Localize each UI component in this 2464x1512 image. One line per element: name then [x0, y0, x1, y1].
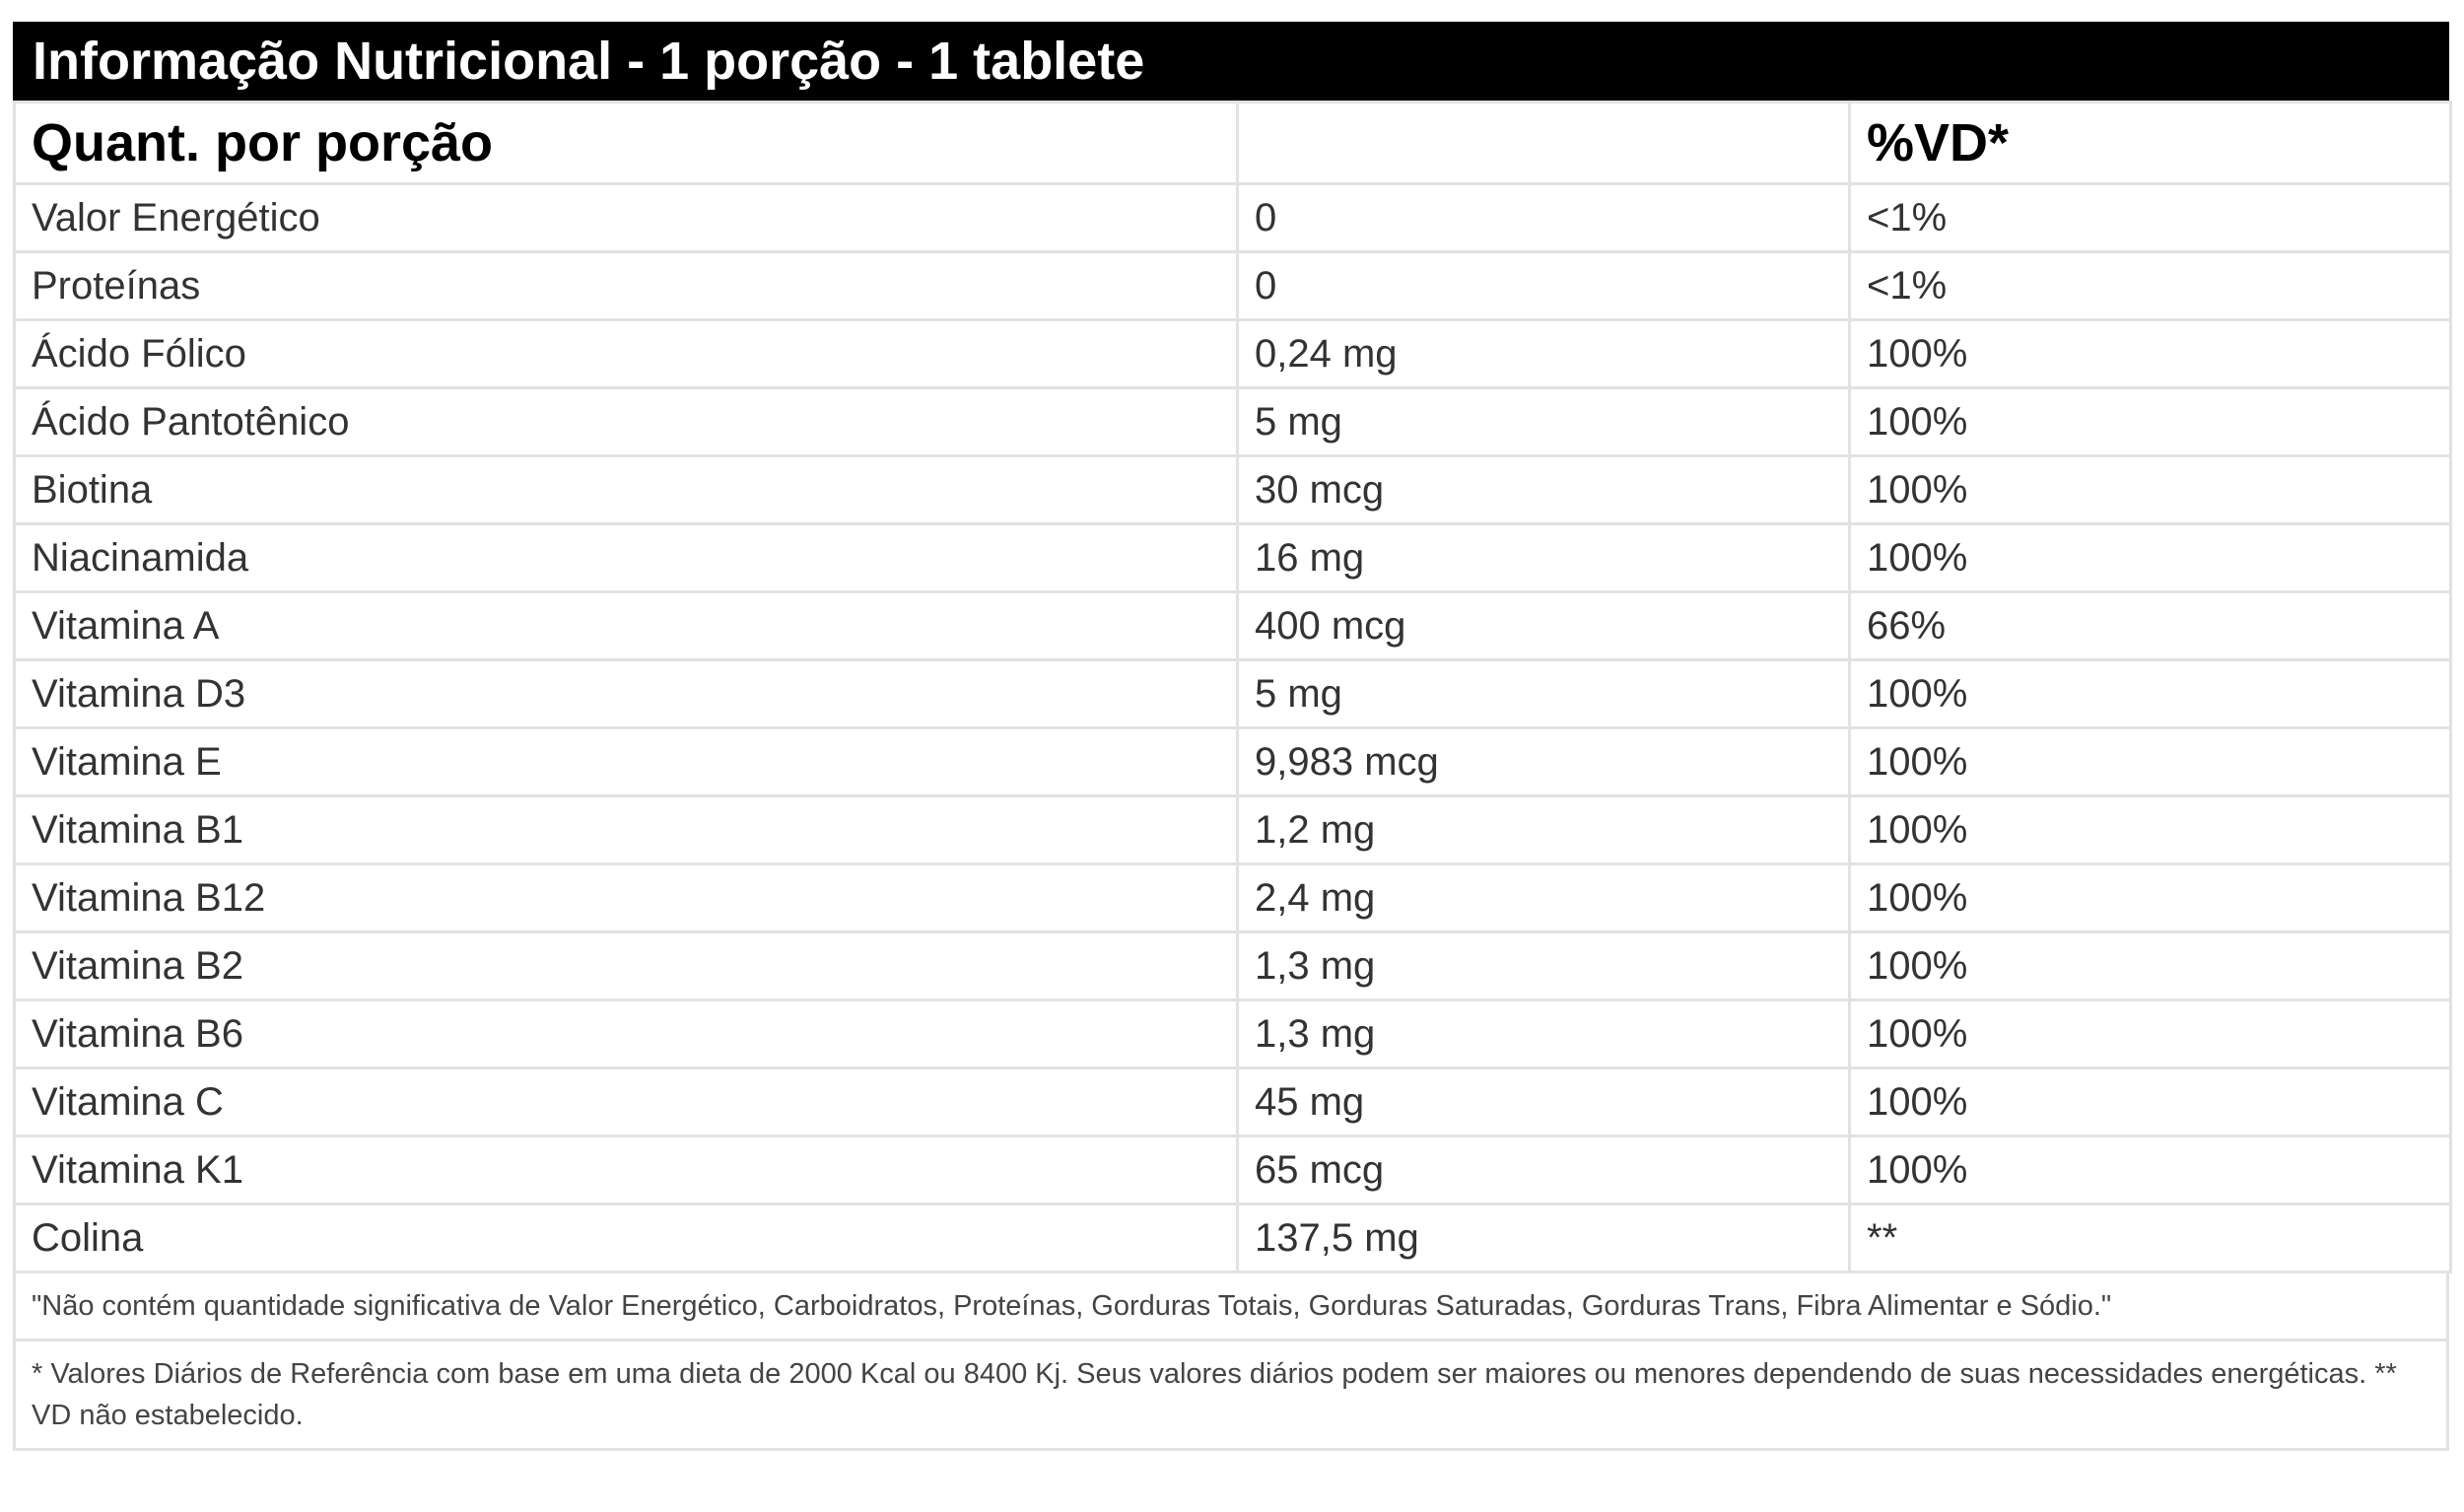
cell: 137,5 mg [1236, 1203, 1851, 1273]
row: Vitamina B12 2,4 mg 100% [13, 862, 2452, 933]
cell: 100% [1848, 522, 2452, 593]
footnote: * Valores Diários de Referência com base… [13, 1341, 2449, 1451]
cell: Vitamina B6 [13, 998, 1239, 1069]
table-title: Informação Nutricional - 1 porção - 1 ta… [13, 22, 2449, 101]
cell: Colina [13, 1203, 1239, 1273]
row: Biotina 30 mcg 100% [13, 454, 2452, 525]
cell: 45 mg [1236, 1066, 1851, 1137]
cell: 100% [1848, 1134, 2452, 1205]
cell: Biotina [13, 454, 1239, 525]
cell: 1,3 mg [1236, 998, 1851, 1069]
cell: Vitamina B2 [13, 930, 1239, 1001]
row: Ácido Pantotênico 5 mg 100% [13, 386, 2452, 457]
cell: 1,2 mg [1236, 794, 1851, 865]
row: Ácido Fólico 0,24 mg 100% [13, 318, 2452, 389]
cell: Ácido Fólico [13, 318, 1239, 389]
cell: 100% [1848, 454, 2452, 525]
cell: 1,3 mg [1236, 930, 1851, 1001]
cell: Vitamina A [13, 590, 1239, 661]
cell: 5 mg [1236, 658, 1851, 729]
cell: 100% [1848, 794, 2452, 865]
row: Proteínas 0 <1% [13, 250, 2452, 321]
cell: 65 mcg [1236, 1134, 1851, 1205]
row: Valor Energético 0 <1% [13, 182, 2452, 253]
cell: <1% [1848, 182, 2452, 253]
header-cell: Quant. por porção [13, 101, 1239, 185]
cell: <1% [1848, 250, 2452, 321]
header-cell [1236, 101, 1851, 185]
cell: 100% [1848, 930, 2452, 1001]
nutrition-table: Informação Nutricional - 1 porção - 1 ta… [13, 22, 2452, 1451]
row: Vitamina B6 1,3 mg 100% [13, 998, 2452, 1069]
cell: Vitamina B1 [13, 794, 1239, 865]
cell: 400 mcg [1236, 590, 1851, 661]
cell: 5 mg [1236, 386, 1851, 457]
cell: 2,4 mg [1236, 862, 1851, 933]
cell: Vitamina E [13, 726, 1239, 797]
cell: Niacinamida [13, 522, 1239, 593]
footnote: "Não contém quantidade significativa de … [13, 1273, 2449, 1341]
row: Vitamina C 45 mg 100% [13, 1066, 2452, 1137]
table: Quant. por porção %VD* Valor Energético 0… [13, 101, 2452, 1273]
cell: Proteínas [13, 250, 1239, 321]
row: Niacinamida 16 mg 100% [13, 522, 2452, 593]
cell: 0,24 mg [1236, 318, 1851, 389]
cell: 100% [1848, 726, 2452, 797]
cell: 30 mcg [1236, 454, 1851, 525]
cell: Valor Energético [13, 182, 1239, 253]
cell: 0 [1236, 250, 1851, 321]
cell: Vitamina C [13, 1066, 1239, 1137]
cell: Ácido Pantotênico [13, 386, 1239, 457]
cell: 100% [1848, 998, 2452, 1069]
row: Vitamina B2 1,3 mg 100% [13, 930, 2452, 1001]
row: Vitamina K1 65 mcg 100% [13, 1134, 2452, 1205]
row: Vitamina A 400 mcg 66% [13, 590, 2452, 661]
cell: Vitamina D3 [13, 658, 1239, 729]
cell: 0 [1236, 182, 1851, 253]
cell: 66% [1848, 590, 2452, 661]
cell: 100% [1848, 386, 2452, 457]
cell: 100% [1848, 318, 2452, 389]
cell: 100% [1848, 1066, 2452, 1137]
row: Vitamina E 9,983 mcg 100% [13, 726, 2452, 797]
cell: 16 mg [1236, 522, 1851, 593]
row: Vitamina D3 5 mg 100% [13, 658, 2452, 729]
row: Vitamina B1 1,2 mg 100% [13, 794, 2452, 865]
cell: 100% [1848, 862, 2452, 933]
header-cell: %VD* [1848, 101, 2452, 185]
cell: 100% [1848, 658, 2452, 729]
header-row: Quant. por porção %VD* [13, 101, 2452, 185]
row: Colina 137,5 mg ** [13, 1203, 2452, 1273]
notes: "Não contém quantidade significativa de … [13, 1273, 2449, 1451]
cell: Vitamina K1 [13, 1134, 1239, 1205]
cell: 9,983 mcg [1236, 726, 1851, 797]
cell: Vitamina B12 [13, 862, 1239, 933]
cell: ** [1848, 1203, 2452, 1273]
